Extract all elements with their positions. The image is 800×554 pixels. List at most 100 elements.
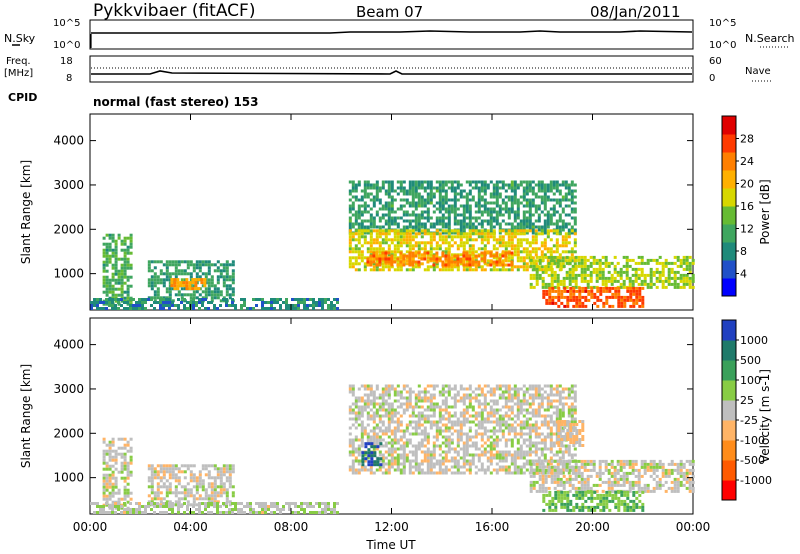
- power-echo-cell: [411, 254, 415, 258]
- power-echo-cell: [535, 282, 539, 286]
- power-echo-cell: [408, 251, 412, 255]
- power-echo-cell: [456, 268, 460, 272]
- velocity-echo-cell: [507, 465, 511, 469]
- velocity-echo-cell: [204, 508, 207, 511]
- power-echo-cell: [441, 183, 445, 187]
- velocity-echo-cell: [513, 450, 517, 454]
- velocity-echo-cell: [504, 438, 508, 442]
- velocity-echo-cell: [105, 449, 109, 453]
- velocity-echo-cell: [489, 390, 493, 394]
- power-echo-cell: [408, 229, 412, 233]
- power-echo-cell: [405, 219, 409, 223]
- velocity-echo-cell: [480, 465, 484, 469]
- power-echo-cell: [583, 264, 587, 268]
- velocity-echo-cell: [402, 471, 406, 475]
- power-echo-cell: [360, 210, 364, 214]
- power-echo-cell: [150, 298, 153, 301]
- power-echo-cell: [159, 281, 163, 285]
- power-echo-cell: [462, 195, 466, 199]
- power-echo-cell: [570, 259, 574, 263]
- power-echo-cell: [285, 301, 288, 304]
- velocity-echo-cell: [162, 473, 166, 477]
- power-echo-cell: [537, 265, 541, 269]
- power-echo-cell: [465, 204, 469, 208]
- velocity-echo-cell: [396, 426, 400, 430]
- power-echo-cell: [477, 229, 481, 233]
- power-echo-cell: [405, 235, 409, 239]
- velocity-echo-cell: [111, 455, 115, 459]
- velocity-echo-cell: [423, 417, 427, 421]
- velocity-echo-cell: [411, 444, 415, 448]
- power-echo-cell: [489, 192, 493, 196]
- power-echo-cell: [549, 250, 553, 254]
- power-echo-cell: [228, 287, 232, 291]
- power-echo-cell: [372, 198, 376, 202]
- power-echo-cell: [507, 213, 511, 217]
- power-echo-cell: [417, 198, 421, 202]
- power-echo-cell: [417, 247, 421, 251]
- velocity-echo-cell: [207, 502, 210, 505]
- velocity-echo-cell: [390, 432, 394, 436]
- velocity-echo-cell: [372, 447, 376, 451]
- velocity-echo-cell: [300, 502, 303, 505]
- velocity-echo-cell: [510, 438, 514, 442]
- power-echo-cell: [192, 298, 195, 301]
- power-echo-cell: [652, 273, 656, 277]
- power-echo-cell: [477, 189, 481, 193]
- power-echo-cell: [399, 268, 403, 272]
- power-echo-cell: [126, 284, 130, 288]
- velocity-echo-cell: [444, 423, 448, 427]
- power-echo-cell: [351, 247, 355, 251]
- power-echo-cell: [550, 267, 554, 271]
- power-echo-cell: [528, 180, 532, 184]
- power-echo-cell: [105, 233, 109, 237]
- velocity-echo-cell: [465, 468, 469, 472]
- velocity-echo-cell: [456, 390, 460, 394]
- power-echo-cell: [441, 268, 445, 272]
- velocity-echo-cell: [537, 393, 541, 397]
- power-echo-cell: [625, 270, 629, 274]
- velocity-echo-cell: [183, 494, 187, 498]
- power-echo-cell: [444, 195, 448, 199]
- velocity-echo-cell: [357, 417, 361, 421]
- power-echo-cell: [363, 262, 367, 266]
- velocity-echo-cell: [432, 471, 436, 475]
- power-echo-cell: [378, 263, 382, 267]
- power-echo-cell: [465, 222, 469, 226]
- power-echo-cell: [156, 290, 160, 294]
- velocity-echo-cell: [123, 452, 127, 456]
- power-echo-cell: [429, 259, 433, 263]
- power-echo-cell: [456, 207, 460, 211]
- power-echo-cell: [638, 298, 642, 302]
- velocity-echo-cell: [381, 399, 385, 403]
- velocity-echo-cell: [486, 411, 490, 415]
- power-echo-cell: [438, 244, 442, 248]
- power-echo-cell: [363, 235, 367, 239]
- power-echo-cell: [501, 238, 505, 242]
- power-echo-cell: [396, 238, 400, 242]
- power-echo-cell: [519, 222, 523, 226]
- velocity-echo-cell: [516, 396, 520, 400]
- velocity-echo-cell: [300, 505, 303, 508]
- velocity-echo-cell: [435, 426, 439, 430]
- power-echo-cell: [468, 219, 472, 223]
- velocity-echo-cell: [213, 494, 217, 498]
- velocity-echo-cell: [210, 502, 213, 505]
- power-echo-cell: [510, 244, 514, 248]
- power-echo-cell: [264, 307, 267, 310]
- velocity-echo-cell: [126, 482, 130, 486]
- velocity-echo-cell: [240, 508, 243, 511]
- power-echo-cell: [531, 259, 535, 263]
- velocity-echo-cell: [390, 387, 394, 391]
- velocity-echo-cell: [417, 384, 421, 388]
- velocity-echo-cell: [312, 505, 315, 508]
- power-echo-cell: [405, 201, 409, 205]
- velocity-echo-cell: [231, 467, 235, 471]
- power-echo-cell: [510, 183, 514, 187]
- power-echo-cell: [459, 225, 463, 229]
- power-echo-cell: [324, 298, 327, 301]
- velocity-echo-cell: [543, 435, 547, 439]
- power-echo-cell: [243, 301, 246, 304]
- power-echo-cell: [480, 241, 484, 245]
